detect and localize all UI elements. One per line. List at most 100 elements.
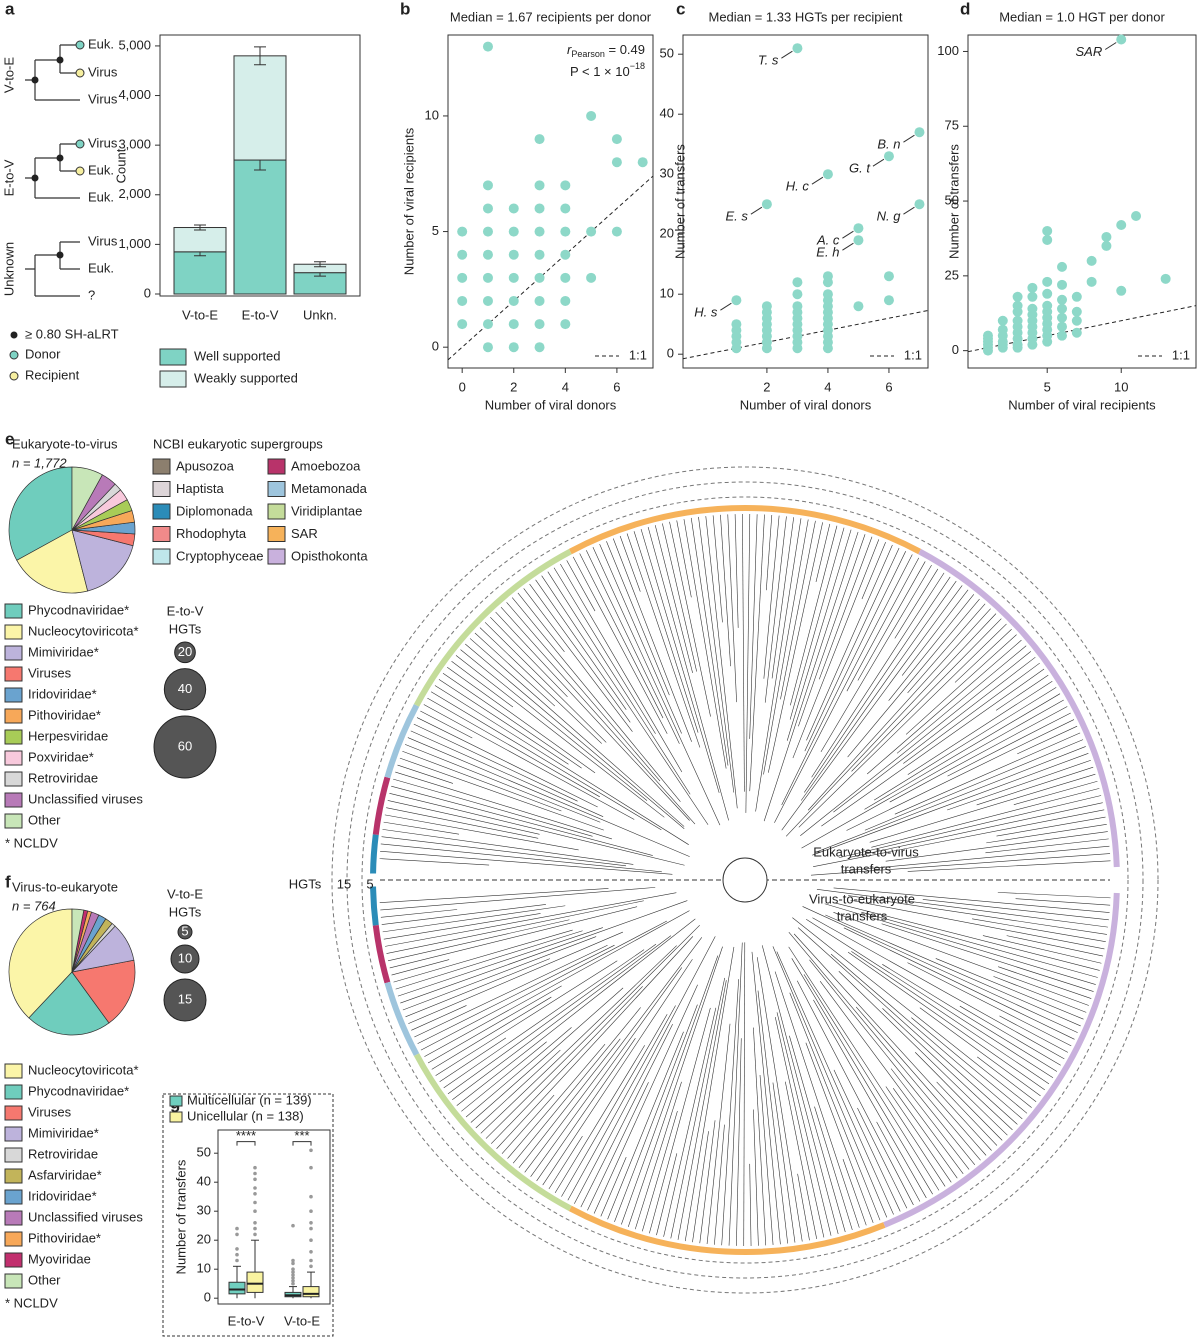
tree-branch [821, 668, 1045, 827]
diagram-tip-label: Virus [88, 64, 118, 79]
legend-swatch [4, 1189, 23, 1205]
tree-branch [460, 649, 648, 801]
label-leader [842, 230, 854, 239]
tree-clade-ring [372, 776, 391, 836]
point [534, 226, 545, 237]
pie-title: Eukaryote-to-virus [12, 436, 118, 451]
outlier [309, 1250, 313, 1254]
outlier [309, 1221, 313, 1225]
tree-clade-ring [568, 505, 922, 555]
tree-branch [405, 958, 550, 1018]
tree-branch [587, 1082, 649, 1211]
tree-branch [907, 962, 1072, 1047]
point-label: H. s [694, 305, 718, 320]
tree-branch [380, 850, 673, 875]
point [822, 169, 833, 180]
outlier [291, 1276, 295, 1280]
tree-branch [469, 638, 685, 827]
point [482, 295, 493, 306]
error-bar [314, 261, 326, 268]
point [560, 226, 571, 237]
y-tick-label: 10 [197, 1261, 211, 1276]
tree-branch [976, 766, 1094, 806]
y-tick-label: 3,000 [118, 137, 151, 152]
tree-guide-ring [331, 466, 1159, 1294]
tree-branch [855, 1006, 987, 1156]
tree-branch [890, 1068, 970, 1170]
legend-swatch [152, 548, 171, 565]
y-tick-label: 100 [937, 43, 959, 58]
tree-branch [791, 958, 933, 1195]
outlier [253, 1232, 257, 1237]
point [792, 43, 803, 54]
x-tick-label: E-to-V [242, 307, 279, 322]
tree-branch [511, 597, 681, 802]
tree-branch [410, 730, 604, 817]
tree-branch [790, 525, 838, 706]
y-axis-label: Count [113, 148, 128, 183]
legend-label: Viridiplantae [291, 503, 362, 518]
tree-branch [797, 1173, 810, 1241]
tree-branch [1006, 935, 1104, 957]
legend-label: Haptista [176, 481, 224, 496]
tree-branch [495, 611, 690, 821]
tree-branch [465, 643, 685, 829]
tree-branch [399, 757, 604, 831]
point-label: G. t [849, 161, 871, 176]
tree-branch [788, 946, 946, 1187]
y-tick-label: 10 [425, 107, 439, 122]
point [508, 249, 519, 260]
tree-branch [768, 522, 823, 773]
x-tick-label: 10 [1114, 379, 1128, 394]
point-label: B. n [877, 137, 900, 152]
pie-slice [28, 971, 110, 1036]
tree-guide-ring [361, 496, 1129, 1264]
tree-branch [977, 1056, 1037, 1103]
y-tick-label: 30 [660, 166, 674, 181]
tree-branch [1015, 898, 1111, 906]
x-tick-label: 5 [1044, 379, 1051, 394]
tree-section-label: Eukaryote-to-virus [813, 844, 919, 859]
tree-branch [972, 918, 1106, 942]
legend-label: Unicellular (n = 138) [187, 1108, 304, 1123]
y-axis-label: Number of transfers [946, 144, 961, 259]
tree-branch [894, 732, 1081, 815]
tree-branch [384, 814, 579, 851]
outlier [253, 1171, 257, 1176]
outlier [309, 1238, 313, 1242]
point [1057, 261, 1068, 272]
tree-branch [705, 516, 738, 809]
y-tick-label: 4,000 [118, 87, 151, 102]
tree-branch [379, 888, 609, 903]
outlier [309, 1258, 313, 1263]
legend-label: Retroviridae [28, 770, 98, 785]
tree-branch [606, 541, 670, 696]
point [853, 301, 864, 312]
tree-branch [600, 1156, 627, 1217]
tree-branch [506, 602, 661, 782]
pie-title: Virus-to-eukaryote [12, 879, 118, 894]
label-leader [750, 206, 763, 215]
tree-branch [402, 750, 562, 812]
tree-branch [776, 951, 894, 1215]
point [534, 319, 545, 330]
plot-frame [682, 34, 929, 369]
legend-swatch [4, 1063, 23, 1079]
tree-branch [612, 538, 692, 742]
point [611, 134, 622, 145]
tree-branch [523, 588, 633, 732]
point [1027, 303, 1038, 314]
tree-branch [654, 525, 693, 674]
tree-branch [847, 951, 1045, 1091]
tree-branch [431, 996, 552, 1070]
panel-letter: b [400, 0, 410, 18]
legend-label: Other [28, 1272, 61, 1287]
point [560, 249, 571, 260]
tree-branch [408, 931, 624, 1024]
tree-branch [480, 945, 677, 1134]
legend-label: Poxviridae* [28, 749, 94, 764]
point [883, 151, 894, 162]
point [1160, 273, 1171, 284]
size-legend-value: 20 [178, 644, 192, 659]
point [997, 324, 1008, 335]
